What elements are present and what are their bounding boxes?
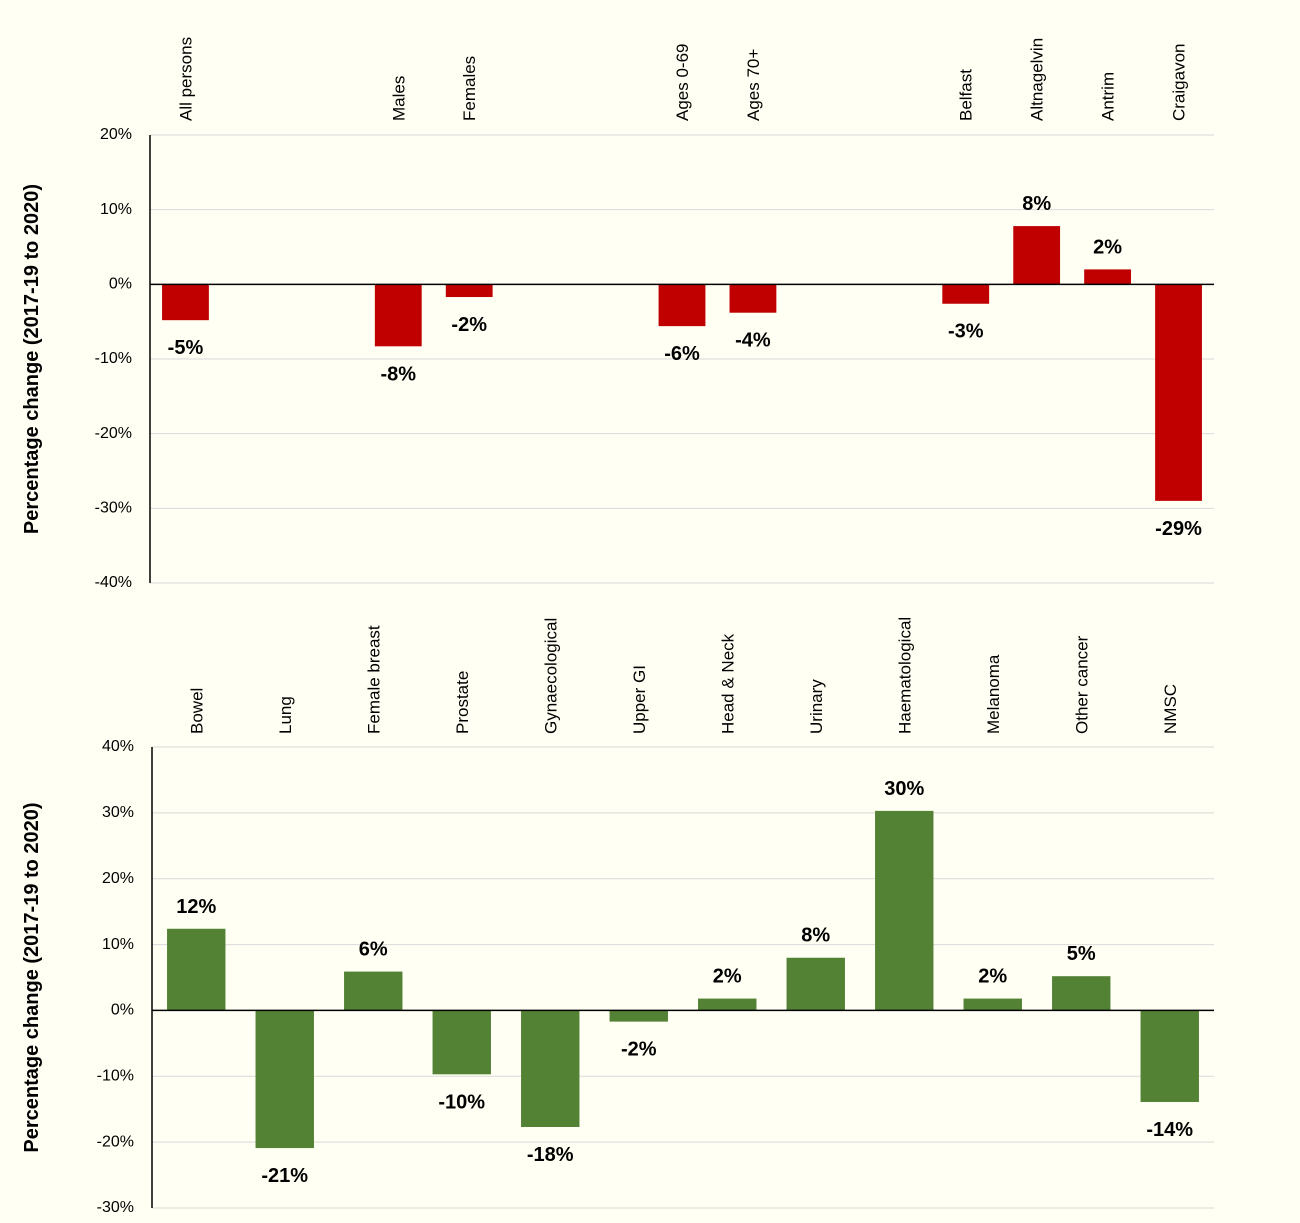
y-tick-label: 20% [100, 126, 132, 143]
value-label: 6% [359, 939, 388, 961]
y-tick-label: -30% [97, 1199, 134, 1216]
x-tick-label: Craigavon [1170, 44, 1189, 122]
bar [875, 810, 934, 1011]
value-label: 2% [978, 966, 1007, 988]
bar [963, 998, 1022, 1011]
x-tick-label: Ages 70+ [744, 49, 763, 121]
bar [255, 1010, 314, 1149]
bar [1013, 226, 1061, 285]
value-label: -29% [1155, 518, 1202, 540]
bar [729, 284, 777, 313]
x-tick-label: Antrim [1099, 72, 1118, 121]
value-label: -14% [1146, 1119, 1193, 1141]
bar [786, 957, 845, 1011]
value-label: 8% [1022, 193, 1051, 215]
bar [1155, 284, 1202, 501]
x-tick-label: Upper GI [630, 665, 649, 734]
x-tick-label: Lung [276, 696, 295, 734]
value-label: -5% [168, 337, 204, 359]
x-tick-label: Females [460, 56, 479, 121]
value-label: -21% [261, 1165, 308, 1187]
bar [521, 1010, 580, 1127]
bar [167, 928, 226, 1011]
bar [658, 284, 706, 327]
y-tick-label: -40% [95, 574, 132, 591]
bar [1140, 1010, 1199, 1102]
value-label: 5% [1067, 943, 1096, 965]
x-tick-label: Melanoma [984, 654, 1003, 734]
x-tick-label: Altnagelvin [1028, 38, 1047, 121]
x-tick-label: NMSC [1161, 684, 1180, 734]
x-tick-label: Prostate [453, 671, 472, 734]
x-tick-label: Ages 0-69 [673, 44, 692, 122]
x-tick-label: Haematological [895, 617, 914, 734]
x-tick-label: Urinary [807, 679, 826, 734]
y-tick-label: 30% [102, 804, 134, 821]
value-label: -6% [664, 343, 700, 365]
bar [1052, 976, 1111, 1011]
value-label: -8% [380, 363, 416, 385]
value-label: 8% [801, 925, 830, 947]
value-label: 30% [884, 778, 924, 800]
y-tick-label: -20% [97, 1133, 134, 1150]
x-tick-label: Belfast [957, 69, 976, 121]
y-tick-label: 40% [102, 738, 134, 755]
value-label: -2% [621, 1039, 657, 1061]
bar [1084, 269, 1132, 285]
bar [698, 998, 757, 1011]
x-tick-label: Female breast [364, 625, 383, 734]
y-tick-label: -30% [95, 500, 132, 517]
x-tick-label: All persons [176, 37, 195, 121]
y-tick-label: -20% [95, 425, 132, 442]
y-tick-label: -10% [97, 1068, 134, 1085]
y-axis-title: Percentage change (2017-19 to 2020) [21, 184, 43, 534]
value-label: 12% [176, 896, 216, 918]
y-tick-label: 0% [111, 1002, 134, 1019]
bar [374, 284, 422, 347]
x-tick-label: Other cancer [1072, 635, 1091, 734]
y-tick-label: 10% [102, 936, 134, 953]
x-tick-label: Head & Neck [718, 633, 737, 734]
x-tick-label: Males [389, 76, 408, 121]
y-tick-label: 0% [109, 276, 132, 293]
value-label: -2% [451, 314, 487, 336]
value-label: -10% [438, 1091, 485, 1113]
x-tick-label: Gynaecological [541, 618, 560, 734]
value-label: 2% [1093, 236, 1122, 258]
bar [609, 1010, 668, 1022]
x-tick-label: Bowel [187, 688, 206, 734]
y-axis-title: Percentage change (2017-19 to 2020) [21, 802, 43, 1152]
bar [162, 284, 209, 321]
y-tick-label: 20% [102, 870, 134, 887]
bar [445, 284, 493, 298]
value-label: -4% [735, 330, 771, 352]
value-label: -18% [527, 1144, 574, 1166]
value-label: -3% [948, 321, 984, 343]
value-label: 2% [713, 966, 742, 988]
y-tick-label: -10% [95, 350, 132, 367]
bar [344, 971, 403, 1011]
bar [432, 1010, 491, 1075]
y-tick-label: 10% [100, 201, 132, 218]
bar [942, 284, 990, 304]
